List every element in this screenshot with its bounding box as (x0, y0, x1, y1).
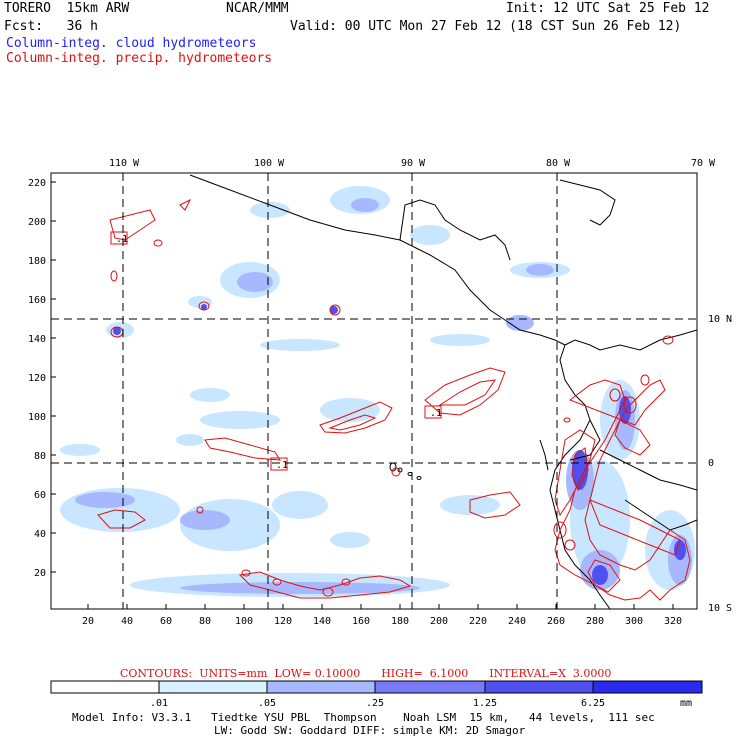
x-tick: 160 (352, 616, 370, 627)
model-info-line2: LW: Godd SW: Goddard DIFF: simple KM: 2D… (214, 724, 526, 737)
x-tick: 240 (508, 616, 526, 627)
lon-label-70w: 70 W (691, 158, 716, 169)
lon-label-90w: 90 W (401, 158, 426, 169)
x-tick: 80 (199, 616, 211, 627)
x-tick: 220 (469, 616, 487, 627)
graticule (51, 173, 697, 609)
y-tick: 80 (34, 451, 46, 462)
colorbar-label: .01 (150, 698, 168, 709)
valid-time: Valid: 00 UTC Mon 27 Feb 12 (18 CST Sun … (290, 19, 682, 34)
center-name: NCAR/MMM (226, 1, 289, 16)
y-tick: 100 (28, 412, 46, 423)
colorbar-label: 1.25 (473, 698, 497, 709)
model-info-line1: Model Info: V3.3.1 Tiedtke YSU PBL Thomp… (72, 711, 655, 724)
x-tick: 60 (160, 616, 172, 627)
galapagos-islands (389, 462, 422, 480)
x-tick: 320 (664, 616, 682, 627)
box-label-2: .1 (276, 460, 288, 471)
x-tick: 180 (391, 616, 409, 627)
x-tick: 140 (313, 616, 331, 627)
x-tick: 200 (430, 616, 448, 627)
colorbar-label: .05 (258, 698, 276, 709)
colorbar-label: 6.25 (581, 698, 605, 709)
legend-cloud: Column-integ. cloud hydrometeors (6, 36, 257, 51)
box-label-1: .1 (116, 234, 128, 245)
y-tick: 220 (28, 178, 46, 189)
map-frame (50, 172, 698, 610)
precip-contours (97, 198, 691, 601)
colorbar (50, 680, 703, 694)
y-tick: 20 (34, 568, 46, 579)
colorbar-bin (484, 680, 594, 694)
lon-label-100w: 100 W (254, 158, 285, 169)
colorbar-units: mm (680, 698, 692, 709)
contours-info: CONTOURS: UNITS=mm LOW= 0.10000 HIGH= 6.… (120, 667, 612, 680)
colorbar-bin (50, 680, 160, 694)
lat-label-10s: 10 S (708, 603, 732, 614)
x-tick: 20 (82, 616, 94, 627)
lat-label-10n: 10 N (708, 314, 732, 325)
forecast-hour: Fcst: 36 h (4, 19, 98, 34)
axis-ticks (51, 181, 674, 609)
x-tick: 260 (547, 616, 565, 627)
colorbar-bin (592, 680, 703, 694)
y-tick: 160 (28, 295, 46, 306)
box-markers (110, 231, 442, 471)
colorbar-bin (374, 680, 486, 694)
legend-precip: Column-integ. precip. hydrometeors (6, 51, 273, 66)
lon-label-110w: 110 W (109, 158, 140, 169)
x-tick: 120 (274, 616, 292, 627)
y-tick: 200 (28, 217, 46, 228)
init-time: Init: 12 UTC Sat 25 Feb 12 (506, 1, 710, 16)
x-tick: 100 (235, 616, 253, 627)
lon-label-80w: 80 W (546, 158, 571, 169)
cloud-field (60, 186, 695, 597)
colorbar-bin (158, 680, 268, 694)
box-label-3: .1 (430, 408, 442, 419)
colorbar-label: .25 (366, 698, 384, 709)
y-tick: 140 (28, 334, 46, 345)
lat-label-0: 0 (708, 458, 714, 469)
y-tick: 40 (34, 529, 46, 540)
colorbar-bin (266, 680, 376, 694)
x-tick: 40 (121, 616, 133, 627)
x-tick: 280 (586, 616, 604, 627)
y-tick: 120 (28, 373, 46, 384)
y-tick: 180 (28, 256, 46, 267)
coastlines (189, 174, 697, 609)
model-title: TORERO 15km ARW (4, 1, 130, 16)
x-tick: 300 (625, 616, 643, 627)
y-tick: 60 (34, 490, 46, 501)
